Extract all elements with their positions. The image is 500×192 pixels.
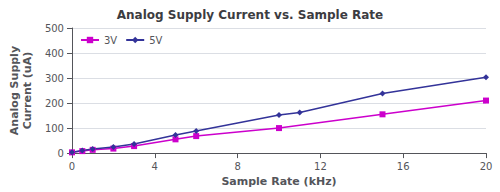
svg-text:16: 16 <box>397 161 410 172</box>
svg-text:200: 200 <box>45 98 64 109</box>
svg-text:300: 300 <box>45 73 64 84</box>
svg-text:4: 4 <box>152 161 158 172</box>
svg-text:100: 100 <box>45 123 64 134</box>
svg-text:20: 20 <box>480 161 493 172</box>
svg-text:Analog Supply Current vs. Samp: Analog Supply Current vs. Sample Rate <box>117 8 384 22</box>
svg-text:Sample Rate (kHz): Sample Rate (kHz) <box>221 175 336 188</box>
svg-text:Current (uA): Current (uA) <box>21 52 34 130</box>
svg-text:0: 0 <box>58 148 64 159</box>
svg-text:5V: 5V <box>149 35 162 46</box>
svg-text:500: 500 <box>45 23 64 34</box>
svg-text:3V: 3V <box>104 35 117 46</box>
svg-text:12: 12 <box>314 161 327 172</box>
svg-text:0: 0 <box>69 161 75 172</box>
svg-text:400: 400 <box>45 48 64 59</box>
svg-text:8: 8 <box>234 161 240 172</box>
svg-text:Analog Supply: Analog Supply <box>8 46 21 135</box>
